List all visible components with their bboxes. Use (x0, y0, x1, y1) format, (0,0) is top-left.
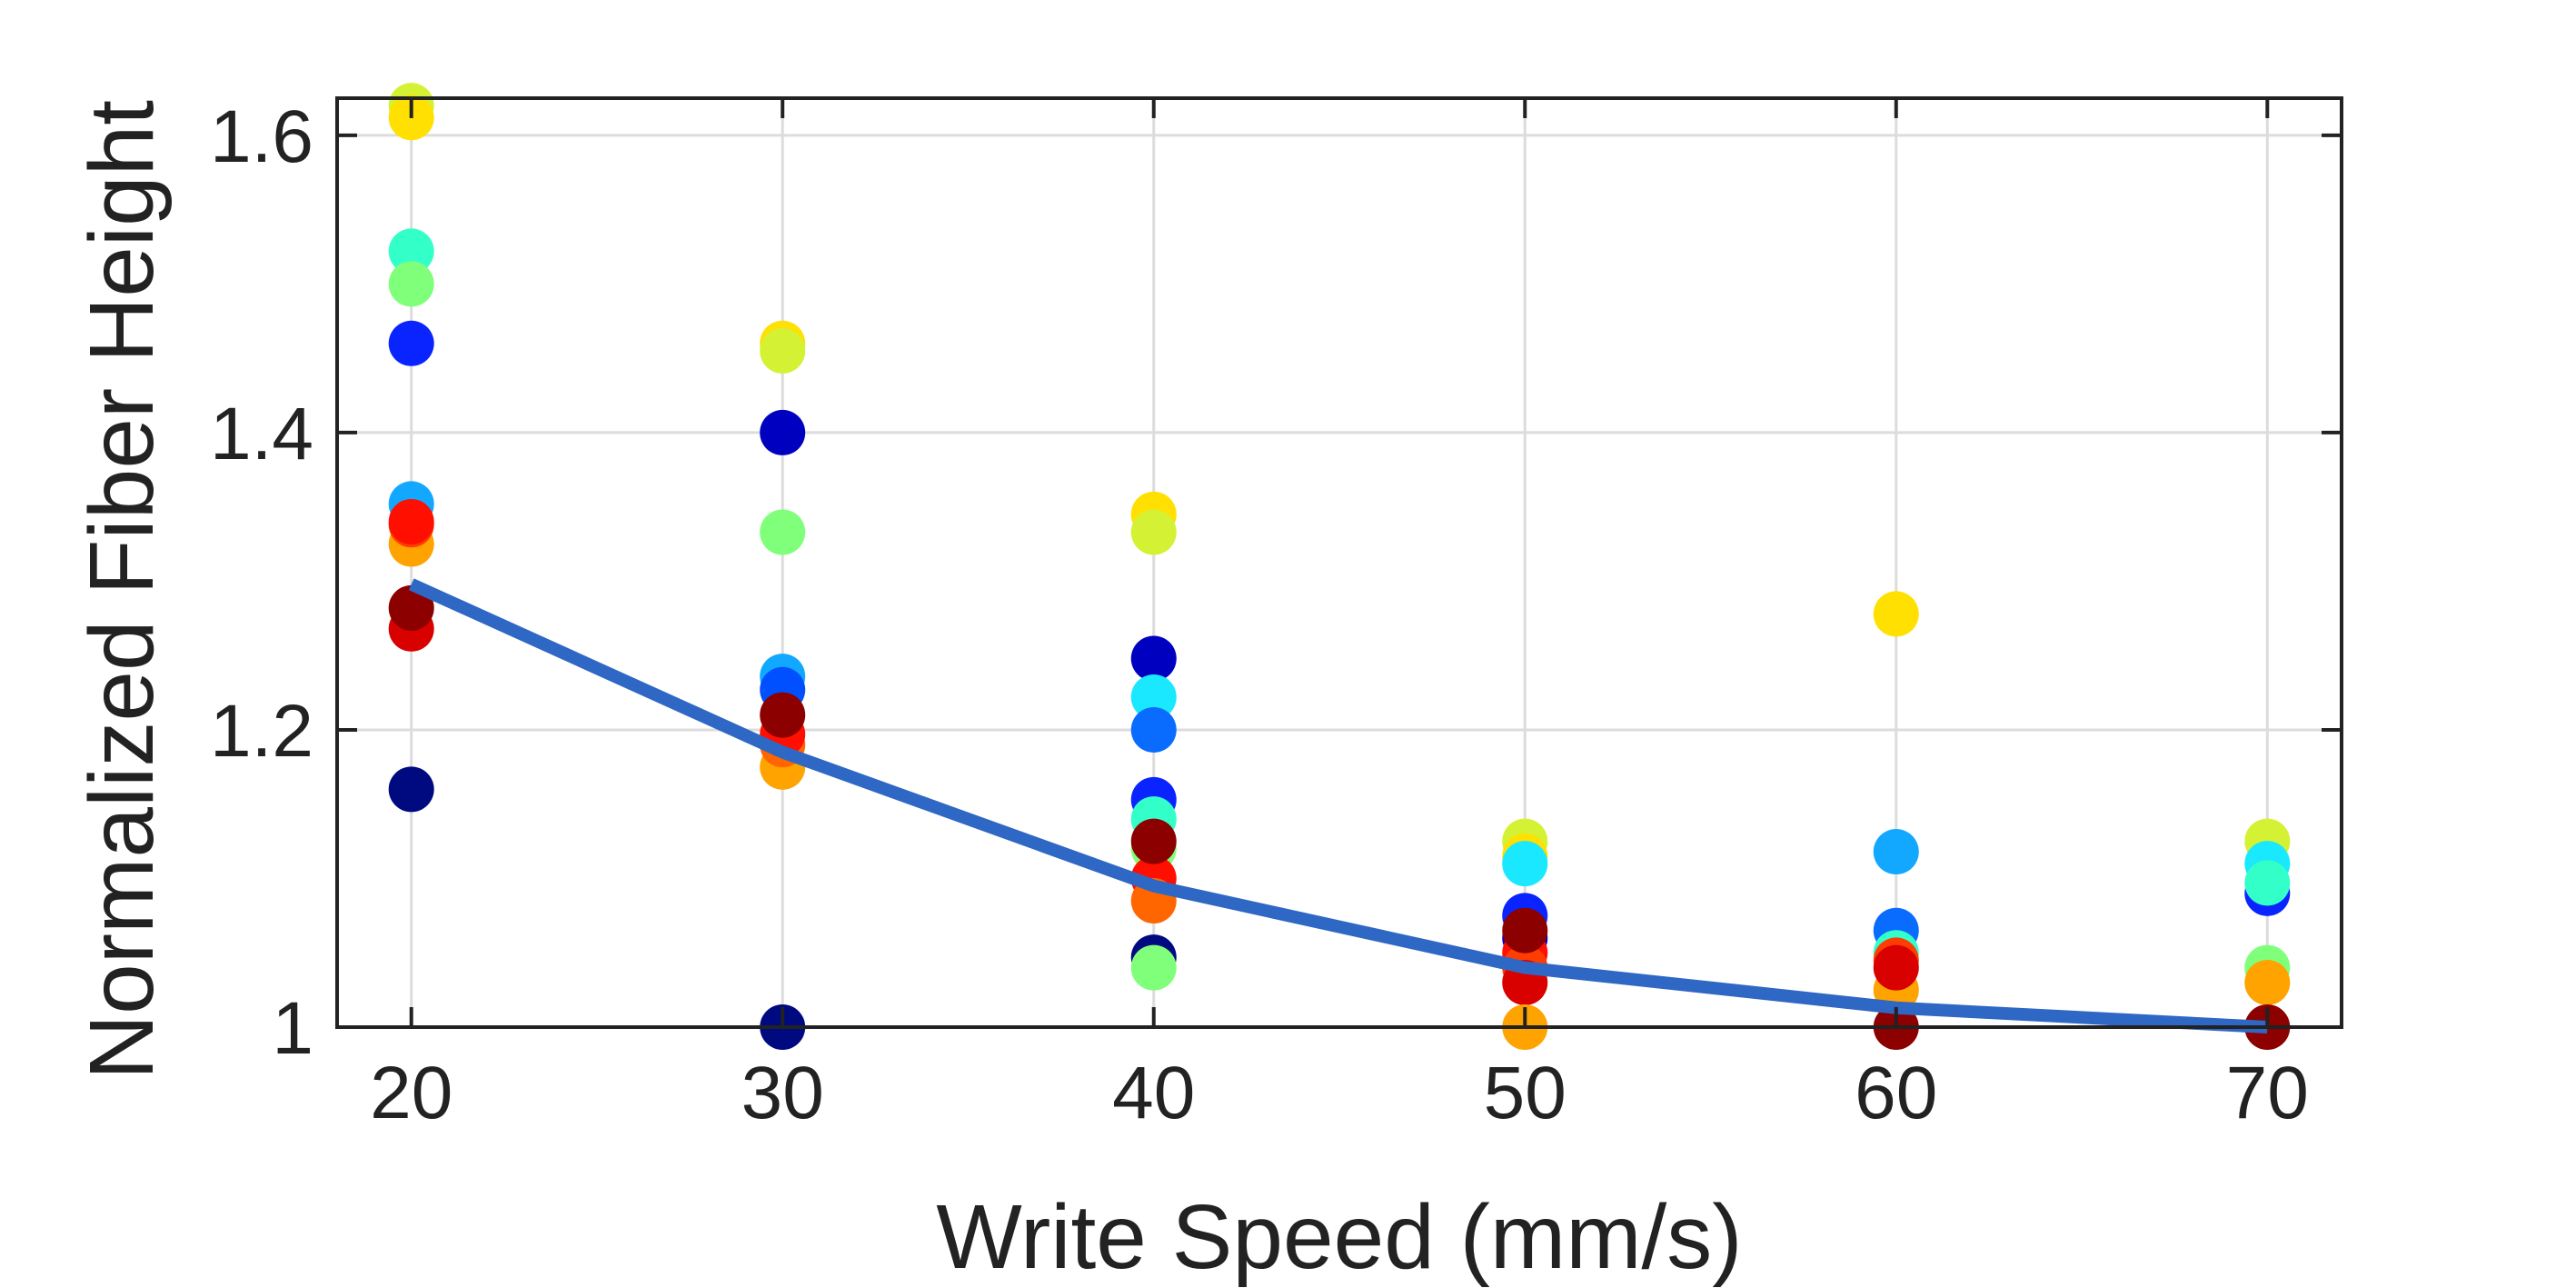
x-tick-label: 50 (1484, 1052, 1566, 1134)
data-point (1502, 841, 1548, 887)
data-point (1873, 591, 1919, 637)
data-point (1130, 818, 1177, 864)
x-tick-label: 20 (370, 1052, 453, 1134)
plot-area (337, 98, 2342, 1027)
x-tick-label: 30 (741, 1052, 824, 1134)
y-tick-label: 1.2 (210, 690, 313, 773)
data-point (1502, 907, 1548, 954)
data-point (2244, 860, 2291, 906)
data-point (760, 409, 806, 455)
data-point (388, 261, 434, 307)
data-point (388, 228, 434, 275)
data-point (388, 584, 434, 631)
data-point (760, 327, 806, 374)
y-axis-label: Normalized Fiber Height (71, 100, 173, 1080)
axes-box (335, 96, 2343, 1029)
data-point (388, 320, 434, 366)
y-tick-label: 1 (272, 987, 313, 1070)
trend-line (408, 578, 2268, 1033)
data-point (1130, 944, 1177, 991)
data-point (2244, 959, 2291, 1005)
x-tick-label: 70 (2226, 1052, 2309, 1134)
data-point (1130, 674, 1177, 720)
data-point (388, 499, 434, 545)
data-point (1130, 706, 1177, 753)
data-point (760, 509, 806, 555)
data-point (1873, 829, 1919, 875)
y-tick-label: 1.6 (210, 95, 313, 178)
data-point (1130, 635, 1177, 682)
data-point (760, 692, 806, 738)
x-axis-label: Write Speed (mm/s) (936, 1186, 1742, 1288)
data-point (1873, 944, 1919, 991)
x-tick-label: 40 (1112, 1052, 1195, 1134)
data-point (1130, 509, 1177, 555)
data-point (388, 766, 434, 813)
y-tick-label: 1.4 (210, 393, 313, 475)
x-tick-label: 60 (1855, 1052, 1937, 1134)
